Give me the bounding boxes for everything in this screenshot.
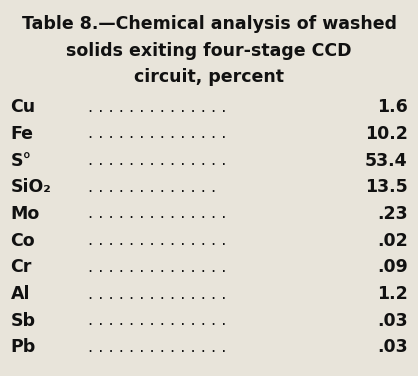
Text: Co: Co	[10, 232, 35, 250]
Text: .09: .09	[377, 258, 408, 276]
Text: Table 8.—Chemical analysis of washed: Table 8.—Chemical analysis of washed	[21, 15, 397, 33]
Text: Fe: Fe	[10, 125, 33, 143]
Text: 53.4: 53.4	[365, 152, 408, 170]
Text: . . . . . . . . . . . . . .: . . . . . . . . . . . . . .	[88, 126, 226, 141]
Text: . . . . . . . . . . . . . .: . . . . . . . . . . . . . .	[88, 233, 226, 248]
Text: Cu: Cu	[10, 98, 36, 116]
Text: Pb: Pb	[10, 338, 36, 356]
Text: 13.5: 13.5	[365, 178, 408, 196]
Text: . . . . . . . . . . . . . .: . . . . . . . . . . . . . .	[88, 100, 226, 115]
Text: Al: Al	[10, 285, 30, 303]
Text: .03: .03	[377, 338, 408, 356]
Text: 1.2: 1.2	[377, 285, 408, 303]
Text: .23: .23	[377, 205, 408, 223]
Text: . . . . . . . . . . . . . .: . . . . . . . . . . . . . .	[88, 153, 226, 168]
Text: 10.2: 10.2	[364, 125, 408, 143]
Text: .03: .03	[377, 312, 408, 330]
Text: circuit, percent: circuit, percent	[134, 68, 284, 86]
Text: solids exiting four-stage CCD: solids exiting four-stage CCD	[66, 42, 352, 60]
Text: SiO₂: SiO₂	[10, 178, 51, 196]
Text: 1.6: 1.6	[377, 98, 408, 116]
Text: Cr: Cr	[10, 258, 32, 276]
Text: Mo: Mo	[10, 205, 40, 223]
Text: . . . . . . . . . . . . . .: . . . . . . . . . . . . . .	[88, 287, 226, 302]
Text: . . . . . . . . . . . . . .: . . . . . . . . . . . . . .	[88, 340, 226, 355]
Text: .02: .02	[377, 232, 408, 250]
Text: Sb: Sb	[10, 312, 36, 330]
Text: S°: S°	[10, 152, 32, 170]
Text: . . . . . . . . . . . . .: . . . . . . . . . . . . .	[88, 180, 216, 195]
Text: . . . . . . . . . . . . . .: . . . . . . . . . . . . . .	[88, 260, 226, 275]
Text: . . . . . . . . . . . . . .: . . . . . . . . . . . . . .	[88, 206, 226, 221]
Text: . . . . . . . . . . . . . .: . . . . . . . . . . . . . .	[88, 313, 226, 328]
